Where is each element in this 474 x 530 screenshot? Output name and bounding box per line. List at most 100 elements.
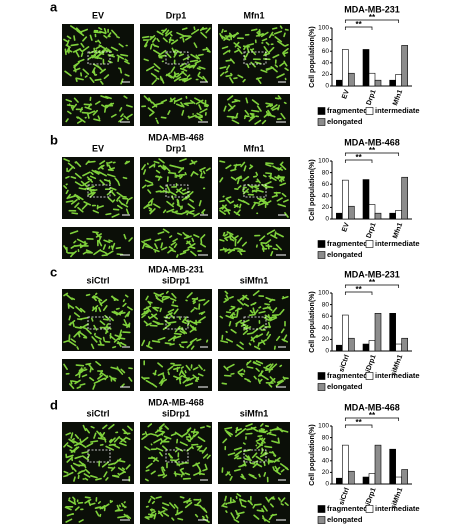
bar <box>389 212 396 220</box>
bar <box>348 337 355 352</box>
image-label: siMfn1 <box>240 275 269 285</box>
mitochondria <box>141 95 209 124</box>
y-tick-label: 20 <box>322 204 330 211</box>
image-label: EV <box>92 10 104 20</box>
legend-label: elongated <box>327 382 363 391</box>
x-tick-label: Mfn1 <box>392 222 404 240</box>
bar <box>401 176 408 220</box>
y-tick-label: 20 <box>322 469 330 476</box>
mitochondria <box>141 290 210 350</box>
mitochondria <box>223 95 287 125</box>
bar <box>395 476 402 485</box>
legend-swatch <box>317 118 326 126</box>
zoom-box <box>87 449 111 463</box>
bar <box>374 212 382 220</box>
sig-bracket <box>344 424 373 428</box>
y-tick-label: 0 <box>325 481 329 488</box>
bar <box>389 312 396 352</box>
legend-label: fragmented <box>327 504 368 513</box>
bar <box>368 473 376 485</box>
y-tick-label: 80 <box>322 36 330 43</box>
sig-label: ** <box>356 20 363 29</box>
sig-bracket <box>344 152 400 156</box>
image-label: siDrp1 <box>162 275 190 285</box>
bar <box>336 477 343 485</box>
bar <box>362 343 370 352</box>
chart-title: MDA-MB-468 <box>344 402 400 412</box>
image-title: MDA-MB-231 <box>148 264 204 274</box>
legend-label: intermediate <box>375 371 420 380</box>
sig-label: ** <box>356 285 363 294</box>
mitochondria <box>142 26 211 85</box>
legend-swatch <box>317 516 326 524</box>
micrograph <box>140 227 212 259</box>
chart-title: MDA-MB-468 <box>344 137 400 147</box>
bar <box>348 72 355 87</box>
y-tick-label: 80 <box>322 169 330 176</box>
zoom-box <box>243 449 267 463</box>
zoom-box <box>165 184 189 198</box>
y-tick-label: 20 <box>322 71 330 78</box>
y-tick-label: 80 <box>322 301 330 308</box>
y-tick-label: 40 <box>322 458 330 465</box>
mitochondria <box>221 360 289 388</box>
bar <box>395 74 402 87</box>
image-title: MDA-MB-468 <box>148 397 204 407</box>
legend-swatch <box>365 240 374 248</box>
zoom-box <box>87 316 111 330</box>
mitochondria <box>141 158 211 217</box>
bar <box>401 469 408 485</box>
y-tick-label: 60 <box>322 181 330 188</box>
y-tick-label: 40 <box>322 193 330 200</box>
mitochondria <box>63 292 133 350</box>
y-tick-label: 100 <box>318 423 329 430</box>
y-tick-label: 100 <box>318 290 329 297</box>
x-tick-label: EV <box>341 222 351 233</box>
bar <box>401 45 408 87</box>
zoom-box <box>243 51 267 65</box>
bar <box>348 205 355 220</box>
y-tick-label: 80 <box>322 434 330 441</box>
image-label: siMfn1 <box>240 408 269 418</box>
sig-label: ** <box>369 146 376 155</box>
zoom-box <box>243 184 267 198</box>
y-tick-label: 60 <box>322 446 330 453</box>
mitochondria <box>221 493 289 523</box>
sig-label: ** <box>369 411 376 420</box>
y-axis-label: Cell population(%) <box>309 291 316 352</box>
y-tick-label: 60 <box>322 48 330 55</box>
mitochondria <box>221 423 289 483</box>
x-tick-label: Mfn1 <box>392 89 404 107</box>
bar <box>362 49 370 87</box>
sig-bracket <box>344 284 400 288</box>
mitochondria <box>63 158 133 218</box>
y-tick-label: 60 <box>322 313 330 320</box>
bar <box>389 79 396 87</box>
bar <box>342 49 349 87</box>
legend-swatch <box>317 383 326 391</box>
image-label: Mfn1 <box>244 10 265 20</box>
mitochondria <box>141 360 206 388</box>
bar <box>368 340 376 352</box>
legend-label: elongated <box>327 117 363 126</box>
bar <box>362 179 370 220</box>
sig-bracket <box>344 26 373 30</box>
image-label: EV <box>92 143 104 153</box>
y-tick-label: 100 <box>318 25 329 32</box>
image-label: Drp1 <box>166 10 187 20</box>
legend-label: intermediate <box>375 239 420 248</box>
image-label: Drp1 <box>166 143 187 153</box>
legend-label: intermediate <box>375 106 420 115</box>
bar <box>336 344 343 352</box>
sig-label: ** <box>369 13 376 22</box>
mitochondria <box>141 228 206 258</box>
mitochondria <box>65 95 133 124</box>
chart-title: MDA-MB-231 <box>344 269 400 279</box>
x-tick-label: EV <box>341 89 351 100</box>
micrograph <box>218 422 290 484</box>
y-axis-label: Cell population(%) <box>309 159 316 220</box>
y-tick-label: 20 <box>322 336 330 343</box>
legend-swatch <box>317 240 326 248</box>
bar <box>348 470 355 485</box>
image-label: siCtrl <box>86 408 109 418</box>
